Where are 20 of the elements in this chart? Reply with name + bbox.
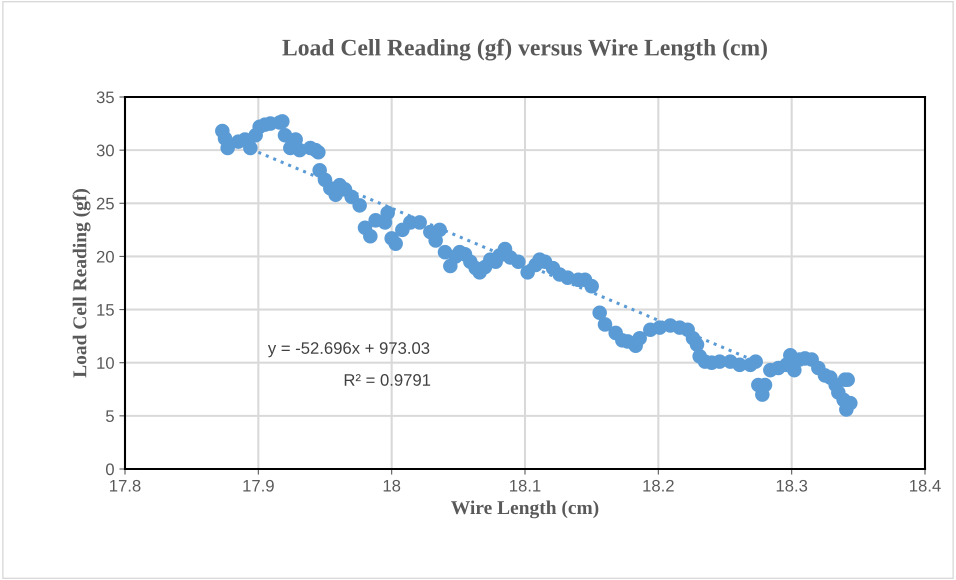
y-tick-label: 20 bbox=[96, 250, 114, 263]
y-tick-label: 10 bbox=[97, 357, 114, 369]
y-tick-label: 15 bbox=[97, 304, 114, 316]
x-tick-label: 18 bbox=[384, 480, 400, 492]
y-tick-label: 0 bbox=[106, 463, 114, 476]
chart-title: Load Cell Reading (gf) versus Wire Length (cm) bbox=[282, 38, 767, 61]
x-tick-label: 18.1 bbox=[510, 480, 540, 492]
y-tick-label: 30 bbox=[96, 144, 114, 156]
y-axis-title: Load Cell Reading (gf) bbox=[72, 189, 90, 378]
y-tick-label: 25 bbox=[96, 198, 114, 210]
x-tick-label: 17.9 bbox=[243, 480, 274, 492]
annotation: R² = 0.9791 bbox=[344, 374, 430, 386]
x-tick-label: 18.3 bbox=[776, 480, 808, 492]
x-tick-label: 17.8 bbox=[110, 480, 140, 492]
x-tick-label: 18.2 bbox=[643, 480, 674, 492]
x-axis-title: Wire Length (cm) bbox=[451, 500, 598, 518]
y-tick-label: 35 bbox=[96, 91, 114, 104]
x-tick-label: 18.4 bbox=[910, 480, 941, 492]
annotation: y = -52.696x + 973.03 bbox=[268, 342, 430, 358]
y-tick-label: 5 bbox=[106, 410, 114, 422]
